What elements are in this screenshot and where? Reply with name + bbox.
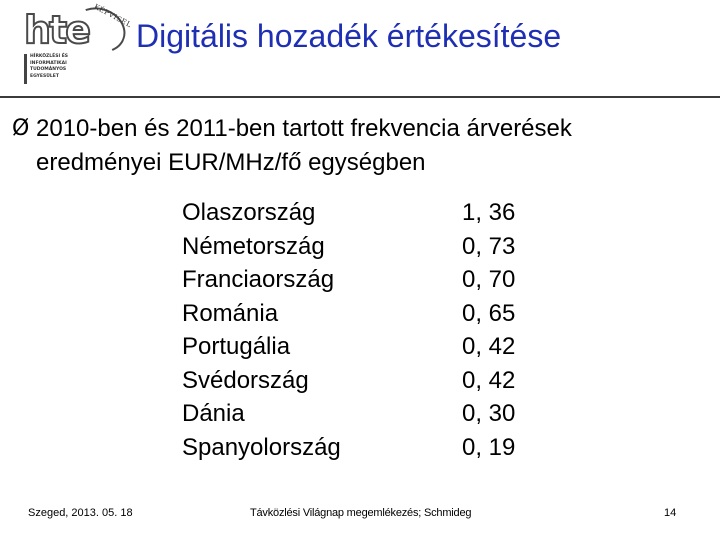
arrow-bullet-icon: Ø [12, 116, 30, 141]
logo-bar [24, 54, 27, 84]
page-number: 14 [664, 507, 677, 519]
slide-title: Digitális hozadék értékesítése [136, 18, 562, 54]
table-row: Spanyolország 0, 19 [182, 431, 515, 465]
footer-event: Távközlési Világnap megemlékezés; Schmid… [250, 507, 472, 519]
table-row: Olaszország 1, 36 [182, 196, 515, 230]
table-row: Románia 0, 65 [182, 297, 515, 331]
table-row: Portugália 0, 42 [182, 330, 515, 364]
logo-subtitle: HÍRKÖZLÉSI ÉS INFORMATIKAI TUDOMÁNYOS EG… [30, 54, 68, 80]
footer-date: Szeged, 2013. 05. 18 [28, 507, 133, 519]
country-name: Németország [182, 232, 325, 260]
country-name: Spanyolország [182, 433, 341, 461]
bullet-text-line-1: 2010-ben és 2011-ben tartott frekvencia … [36, 115, 572, 142]
country-value: 0, 42 [462, 333, 516, 360]
country-name: Portugália [182, 333, 291, 360]
country-name: Olaszország [182, 199, 316, 226]
logo-wordmark: hte [23, 7, 92, 53]
logo-line: HÍRKÖZLÉSI ÉS [30, 54, 69, 59]
hte-logo: hte KÉPVISEL HÍRKÖZLÉSI ÉS INFORMATIKAI … [10, 0, 133, 94]
logo-line: INFORMATIKAI [30, 60, 67, 66]
country-value: 0, 42 [462, 366, 516, 394]
table-row: Svédország 0, 42 [182, 364, 515, 398]
logo-line: TUDOMÁNYOS [30, 67, 67, 72]
country-name: Dánia [182, 400, 245, 427]
country-name: Franciaország [182, 266, 335, 293]
country-value: 0, 19 [462, 433, 516, 461]
country-name: Románia [182, 299, 279, 327]
country-value: 0, 70 [462, 266, 516, 293]
table-row: Dánia 0, 30 [182, 397, 515, 431]
country-value: 0, 65 [462, 299, 516, 327]
table-row: Németország 0, 73 [182, 230, 515, 264]
table-row: Franciaország 0, 70 [182, 263, 515, 297]
results-table: Olaszország 1, 36 Németország 0, 73 Fran… [182, 196, 515, 464]
country-value: 0, 30 [462, 400, 516, 427]
country-name: Svédország [182, 366, 309, 394]
logo-line: EGYESÜLET [30, 73, 59, 79]
bullet-text-line-2: eredményei EUR/MHz/fő egységben [36, 149, 426, 176]
country-value: 1, 36 [462, 199, 516, 226]
bullet-item: Ø 2010-ben és 2011-ben tartott frekvenci… [12, 112, 702, 180]
title-divider [0, 96, 720, 98]
country-value: 0, 73 [462, 232, 516, 260]
